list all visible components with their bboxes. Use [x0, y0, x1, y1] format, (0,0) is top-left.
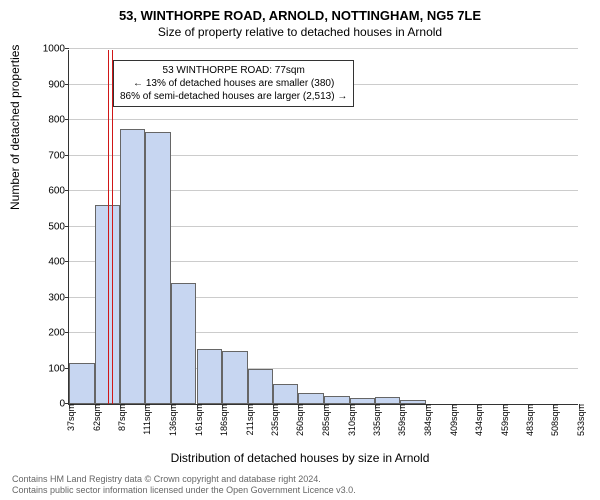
subject-marker-line	[108, 50, 109, 404]
y-tick-mark	[65, 261, 69, 262]
x-tick-label: 409sqm	[445, 404, 459, 436]
histogram-bar	[120, 129, 145, 404]
x-tick-mark	[171, 404, 172, 408]
y-tick-label: 900	[48, 79, 69, 90]
x-tick-label: 111sqm	[138, 404, 152, 435]
x-tick-mark	[120, 404, 121, 408]
x-tick-mark	[145, 404, 146, 408]
y-tick-label: 300	[48, 292, 69, 303]
x-tick-mark	[477, 404, 478, 408]
x-tick-mark	[273, 404, 274, 408]
histogram-bar	[375, 397, 400, 404]
chart-title-main: 53, WINTHORPE ROAD, ARNOLD, NOTTINGHAM, …	[0, 0, 600, 23]
x-tick-label: 384sqm	[419, 404, 433, 436]
footer-line: Contains public sector information licen…	[12, 485, 356, 496]
y-tick-mark	[65, 48, 69, 49]
x-tick-label: 186sqm	[215, 404, 229, 436]
x-tick-label: 87sqm	[113, 404, 127, 431]
x-tick-mark	[95, 404, 96, 408]
x-tick-mark	[298, 404, 299, 408]
y-tick-mark	[65, 226, 69, 227]
x-tick-mark	[222, 404, 223, 408]
y-tick-mark	[65, 84, 69, 85]
gridline	[69, 119, 578, 120]
x-tick-mark	[503, 404, 504, 408]
y-tick-label: 600	[48, 186, 69, 197]
annotation-line: 86% of semi-detached houses are larger (…	[120, 90, 347, 103]
x-tick-label: 533sqm	[572, 404, 586, 436]
y-tick-label: 400	[48, 257, 69, 268]
histogram-bar	[171, 283, 197, 404]
x-tick-label: 459sqm	[496, 404, 510, 436]
y-tick-mark	[65, 297, 69, 298]
annotation-line: ← 13% of detached houses are smaller (38…	[120, 77, 347, 90]
x-tick-label: 161sqm	[190, 404, 204, 436]
x-tick-mark	[400, 404, 401, 408]
x-tick-label: 434sqm	[470, 404, 484, 436]
x-tick-label: 359sqm	[393, 404, 407, 436]
x-tick-label: 483sqm	[521, 404, 535, 436]
histogram-bar	[145, 132, 171, 404]
x-tick-mark	[426, 404, 427, 408]
x-tick-mark	[375, 404, 376, 408]
x-tick-label: 310sqm	[343, 404, 357, 436]
y-tick-mark	[65, 155, 69, 156]
y-tick-label: 500	[48, 221, 69, 232]
x-tick-label: 136sqm	[164, 404, 178, 436]
annotation-box: 53 WINTHORPE ROAD: 77sqm← 13% of detache…	[113, 60, 354, 107]
x-tick-mark	[324, 404, 325, 408]
footer-attribution: Contains HM Land Registry data © Crown c…	[12, 474, 356, 496]
x-tick-mark	[553, 404, 554, 408]
x-tick-mark	[579, 404, 580, 408]
histogram-bar	[324, 396, 350, 404]
x-tick-label: 211sqm	[241, 404, 255, 435]
x-tick-mark	[248, 404, 249, 408]
x-tick-mark	[528, 404, 529, 408]
x-tick-label: 37sqm	[62, 404, 76, 431]
x-tick-label: 235sqm	[266, 404, 280, 436]
histogram-bar	[197, 349, 223, 404]
y-tick-label: 700	[48, 150, 69, 161]
gridline	[69, 48, 578, 49]
y-axis-label: Number of detached properties	[8, 45, 22, 210]
annotation-line: 53 WINTHORPE ROAD: 77sqm	[120, 64, 347, 77]
histogram-bar	[273, 384, 299, 404]
x-axis-label: Distribution of detached houses by size …	[0, 451, 600, 465]
chart-plot-area: 0100200300400500600700800900100037sqm62s…	[68, 50, 578, 405]
chart-title-sub: Size of property relative to detached ho…	[0, 23, 600, 39]
x-tick-mark	[197, 404, 198, 408]
x-tick-mark	[69, 404, 70, 408]
y-tick-label: 100	[48, 363, 69, 374]
footer-line: Contains HM Land Registry data © Crown c…	[12, 474, 356, 485]
x-tick-label: 260sqm	[291, 404, 305, 436]
x-tick-label: 508sqm	[546, 404, 560, 436]
histogram-bar	[69, 363, 95, 404]
y-tick-label: 800	[48, 115, 69, 126]
x-tick-mark	[350, 404, 351, 408]
y-tick-mark	[65, 332, 69, 333]
x-tick-label: 335sqm	[368, 404, 382, 436]
y-tick-mark	[65, 190, 69, 191]
x-tick-label: 62sqm	[88, 404, 102, 431]
x-tick-label: 285sqm	[317, 404, 331, 436]
histogram-bar	[222, 351, 248, 404]
y-tick-label: 1000	[43, 44, 69, 55]
histogram-bar	[248, 369, 273, 405]
y-tick-label: 200	[48, 328, 69, 339]
histogram-bar	[298, 393, 324, 404]
y-tick-mark	[65, 119, 69, 120]
x-tick-mark	[452, 404, 453, 408]
